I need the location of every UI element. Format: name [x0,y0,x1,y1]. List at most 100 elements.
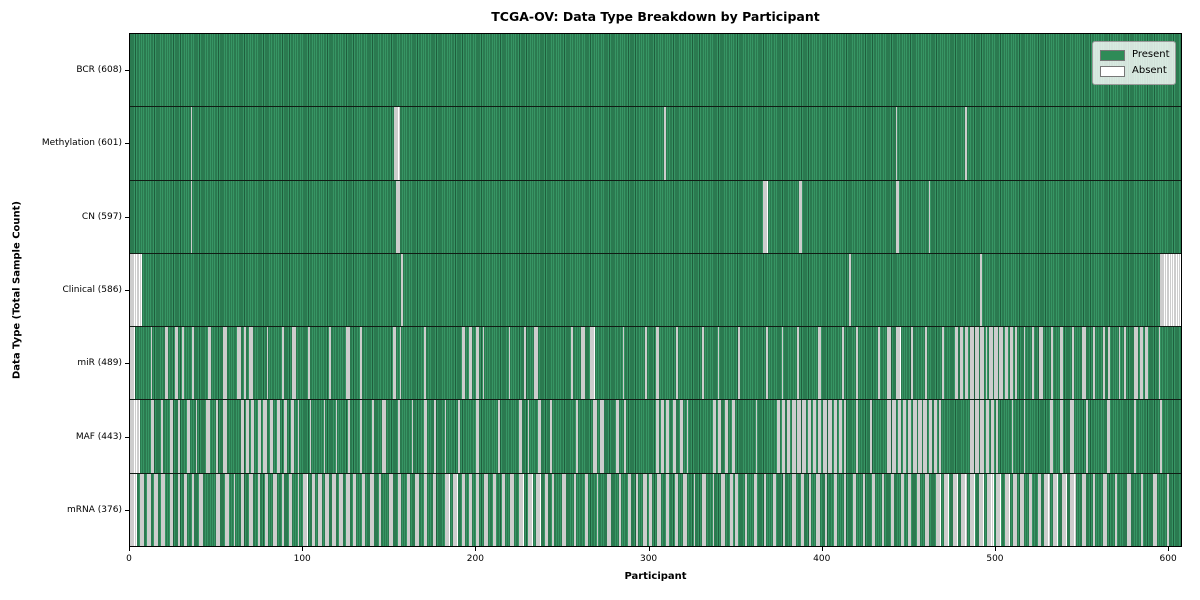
absent-stripe [731,400,735,473]
absent-stripe [655,327,659,400]
absent-stripe [1123,327,1126,400]
absent-stripe [964,107,967,180]
absent-stripe [1044,473,1050,546]
absent-stripe [938,400,941,473]
x-tick-label: 600 [1159,554,1177,564]
absent-stripe [980,253,983,327]
absent-stripe [216,473,220,546]
absent-stripe [570,327,573,400]
absent-stripe [249,327,253,400]
absent-stripe [130,253,143,327]
y-tick-mark [125,216,129,218]
absent-stripe [169,473,174,546]
absent-stripe [537,400,542,473]
y-tick-label: Clinical (586) [62,285,122,295]
absent-stripe [461,327,466,400]
absent-stripe [679,400,684,473]
absent-stripe [432,473,436,546]
absent-stripe [1004,473,1010,546]
absent-stripe [273,473,277,546]
absent-stripe [892,400,896,473]
absent-stripe [266,327,269,400]
absent-stripe [1004,327,1009,400]
absent-stripe [276,400,281,473]
absent-stripe [130,473,137,546]
absent-stripe [551,473,554,546]
absent-stripe [783,473,786,546]
absent-stripe [895,327,901,400]
absent-stripe [655,400,659,473]
absent-stripe [975,327,979,400]
absent-stripe [672,400,677,473]
absent-stripe [225,473,229,546]
absent-stripe [985,327,988,400]
x-tick-label: 100 [293,554,311,564]
absent-stripe [534,327,538,400]
absent-stripe [712,400,716,473]
absent-stripe [216,400,219,473]
absent-stripe [207,327,212,400]
absent-stripe [263,400,267,473]
absent-stripe [996,400,998,473]
absent-stripe [717,400,722,473]
absent-stripe [518,400,523,473]
absent-stripe [824,473,827,546]
absent-stripe [660,400,665,473]
absent-stripe [508,327,511,400]
absent-stripe [264,473,269,546]
absent-stripe [292,327,296,400]
absent-stripe [346,473,350,546]
absent-stripe [575,400,578,473]
absent-stripe [444,400,447,473]
absent-stripe [154,473,158,546]
absent-stripe [382,400,386,473]
absent-stripe [498,400,500,473]
absent-stripe [1032,327,1035,400]
absent-stripe [434,400,436,473]
absent-stripe [964,327,969,400]
x-tick-mark [129,547,130,551]
absent-stripe [674,473,678,546]
y-tick-mark [125,290,129,291]
absent-stripe [240,400,245,473]
absent-stripe [648,473,653,546]
absent-stripe [985,400,990,473]
absent-stripe [627,473,632,546]
absent-stripe [1160,253,1181,327]
absent-stripe [869,400,872,473]
absent-stripe [797,327,799,400]
absent-stripe [240,473,245,546]
absent-stripe [1139,327,1143,400]
absent-stripe [270,400,274,473]
absent-stripe [475,400,480,473]
absent-stripe [378,473,381,546]
absent-stripe [916,473,920,546]
absent-stripe [192,473,194,546]
absent-stripe [1037,473,1041,546]
absent-stripe [902,400,907,473]
absent-stripe [833,400,837,473]
absent-stripe [178,473,181,546]
absent-stripe [781,400,786,473]
absent-stripe [493,473,497,546]
absent-stripe [130,400,141,473]
plot-area [129,33,1182,547]
absent-stripe [856,327,858,400]
absent-stripe [223,327,227,400]
absent-stripe [1115,473,1118,546]
absent-stripe [729,473,734,546]
absent-stripe [809,473,812,546]
absent-stripe [1153,473,1157,546]
absent-stripe [415,473,419,546]
absent-stripe [223,400,227,473]
absent-stripe [881,473,884,546]
y-tick-mark [125,436,129,438]
absent-stripe [887,327,891,400]
x-tick-mark [302,547,304,551]
absent-stripe [895,180,900,253]
absent-stripe [1015,327,1017,400]
absent-stripe [484,473,488,546]
absent-stripe [468,327,473,400]
heatmap-row-cn [130,180,1181,254]
